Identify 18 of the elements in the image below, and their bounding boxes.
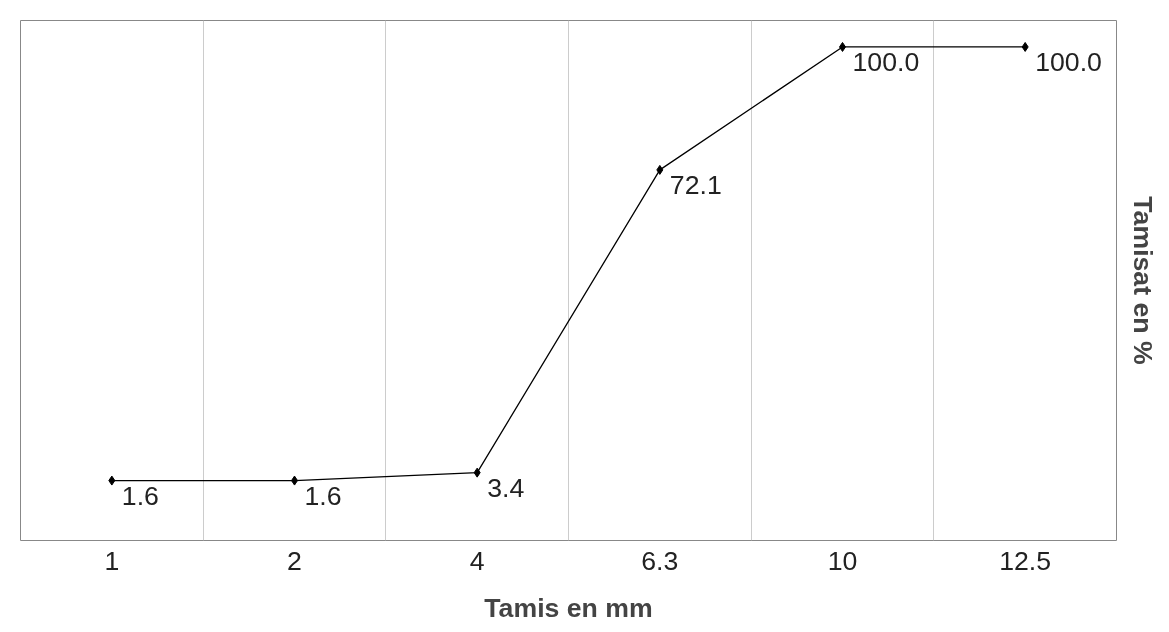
data-label: 72.1 — [669, 169, 722, 200]
data-label: 1.6 — [121, 480, 159, 511]
x-tick-label: 2 — [287, 545, 302, 576]
x-tick-label: 4 — [469, 545, 485, 576]
data-label: 3.4 — [487, 472, 525, 503]
x-tick-label: 12.5 — [999, 545, 1052, 576]
y-axis-title: Tamisat en % — [1127, 196, 1158, 365]
x-tick-label: 6.3 — [641, 545, 679, 576]
x-axis-title: Tamis en mm — [484, 592, 653, 623]
data-label: 100.0 — [1035, 46, 1102, 77]
point — [1021, 41, 1029, 52]
x-tick-label: 10 — [827, 545, 858, 576]
data-label: 1.6 — [304, 480, 342, 511]
data-label: 100.0 — [852, 46, 920, 77]
point — [656, 164, 664, 175]
x-tick-label: 1 — [104, 545, 120, 576]
point — [473, 467, 481, 478]
point — [108, 475, 116, 486]
